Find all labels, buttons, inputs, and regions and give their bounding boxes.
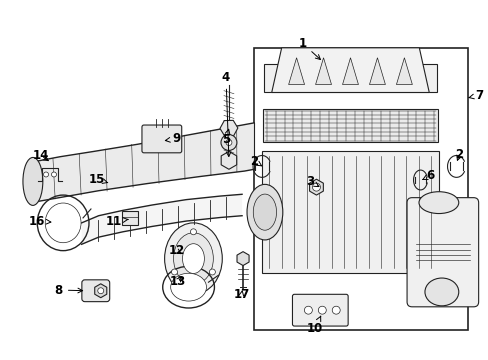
Circle shape <box>98 288 103 294</box>
Circle shape <box>221 135 236 150</box>
Circle shape <box>43 172 48 177</box>
Bar <box>264 64 436 93</box>
Text: 13: 13 <box>169 275 185 288</box>
Bar <box>122 211 138 225</box>
Text: 2: 2 <box>250 154 261 167</box>
Text: 16: 16 <box>28 215 51 228</box>
Ellipse shape <box>424 278 458 306</box>
Text: 8: 8 <box>55 284 82 297</box>
Text: 2: 2 <box>454 148 463 162</box>
Circle shape <box>171 269 177 275</box>
Bar <box>254 48 467 330</box>
Ellipse shape <box>164 223 222 294</box>
Polygon shape <box>369 58 385 85</box>
Text: 3: 3 <box>306 175 318 188</box>
FancyBboxPatch shape <box>292 294 347 326</box>
FancyBboxPatch shape <box>81 280 109 302</box>
Ellipse shape <box>173 233 213 284</box>
FancyBboxPatch shape <box>406 198 478 307</box>
Polygon shape <box>342 58 358 85</box>
Text: 15: 15 <box>88 173 107 186</box>
FancyBboxPatch shape <box>142 125 182 153</box>
Circle shape <box>51 172 56 177</box>
Polygon shape <box>288 58 304 85</box>
Polygon shape <box>35 123 254 202</box>
Text: 17: 17 <box>233 288 249 301</box>
Circle shape <box>225 140 231 145</box>
Bar <box>263 109 437 143</box>
Text: 12: 12 <box>168 244 184 257</box>
Text: 6: 6 <box>422 169 433 182</box>
Text: 9: 9 <box>165 132 180 145</box>
Polygon shape <box>396 58 411 85</box>
Polygon shape <box>81 194 242 244</box>
Ellipse shape <box>246 184 282 240</box>
Text: 5: 5 <box>222 129 230 147</box>
Ellipse shape <box>45 203 81 243</box>
Polygon shape <box>271 48 428 93</box>
Ellipse shape <box>182 244 204 274</box>
Bar <box>261 152 438 273</box>
Text: 7: 7 <box>468 89 482 102</box>
Text: 10: 10 <box>306 316 323 335</box>
Text: 1: 1 <box>298 37 320 59</box>
Text: 4: 4 <box>222 71 230 157</box>
Circle shape <box>312 183 320 191</box>
Text: 14: 14 <box>33 149 49 162</box>
Circle shape <box>331 306 340 314</box>
Circle shape <box>209 269 215 275</box>
Text: 11: 11 <box>106 215 128 228</box>
Ellipse shape <box>23 157 43 206</box>
Polygon shape <box>315 58 331 85</box>
Ellipse shape <box>170 273 206 301</box>
Circle shape <box>318 306 325 314</box>
Circle shape <box>190 229 196 235</box>
Ellipse shape <box>253 194 276 230</box>
Circle shape <box>304 306 312 314</box>
Ellipse shape <box>418 192 458 213</box>
